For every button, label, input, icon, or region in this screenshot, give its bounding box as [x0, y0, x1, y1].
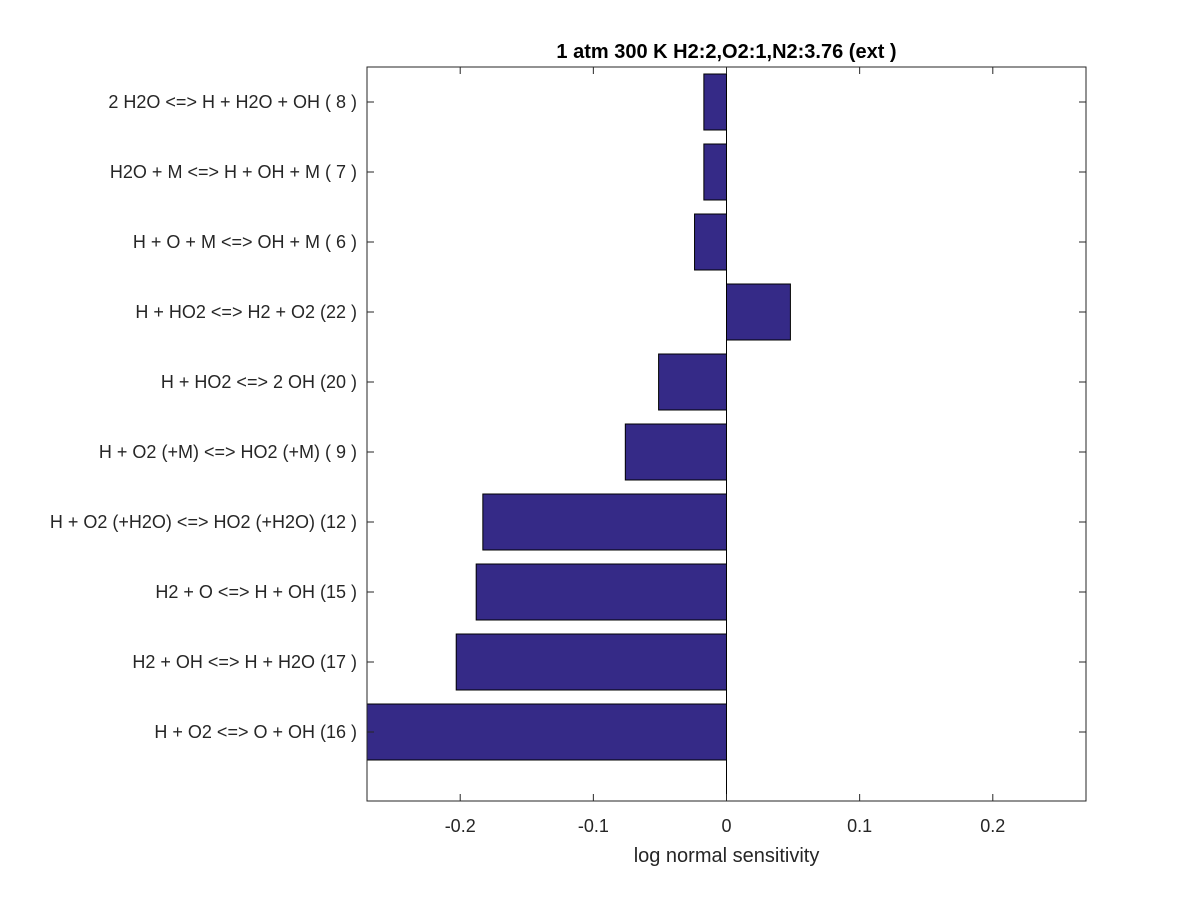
bar: [366, 703, 727, 761]
x-tick-label: 0.1: [847, 816, 872, 836]
x-axis-label: log normal sensitivity: [634, 845, 820, 867]
x-tick-label: -0.1: [578, 816, 609, 836]
x-tick-label: 0: [721, 816, 731, 836]
category-label: H + O2 (+H2O) <=> HO2 (+H2O) (12 ): [50, 512, 357, 532]
x-tick-labels: -0.2 -0.1 0 0.1 0.2: [445, 816, 1006, 836]
category-labels: 2 H2O <=> H + H2O + OH ( 8 ) H2O + M <=> …: [50, 92, 357, 742]
category-label: H2 + OH <=> H + H2O (17 ): [132, 652, 357, 672]
bar: [475, 563, 727, 621]
category-label: H2O + M <=> H + OH + M ( 7 ): [110, 162, 357, 182]
category-label: H2 + O <=> H + OH (15 ): [155, 582, 357, 602]
category-label: H + O + M <=> OH + M ( 6 ): [133, 232, 357, 252]
bars-layer: [366, 73, 791, 761]
category-label: 2 H2O <=> H + H2O + OH ( 8 ): [108, 92, 357, 112]
category-label: H + HO2 <=> H2 + O2 (22 ): [135, 302, 357, 322]
bar: [703, 73, 727, 131]
category-label: H + HO2 <=> 2 OH (20 ): [161, 372, 357, 392]
category-label: H + O2 <=> O + OH (16 ): [154, 722, 357, 742]
bar: [624, 423, 727, 481]
bar: [726, 283, 791, 341]
bar: [482, 493, 727, 551]
bar: [694, 213, 727, 271]
category-label: H + O2 (+M) <=> HO2 (+M) ( 9 ): [99, 442, 357, 462]
x-tick-label: -0.2: [445, 816, 476, 836]
ticks-layer: [367, 67, 1086, 801]
chart-title: 1 atm 300 K H2:2,O2:1,N2:3.76 (ext ): [556, 41, 896, 63]
bar: [703, 143, 727, 201]
x-tick-label: 0.2: [980, 816, 1005, 836]
bar: [455, 633, 727, 691]
bar: [658, 353, 728, 411]
